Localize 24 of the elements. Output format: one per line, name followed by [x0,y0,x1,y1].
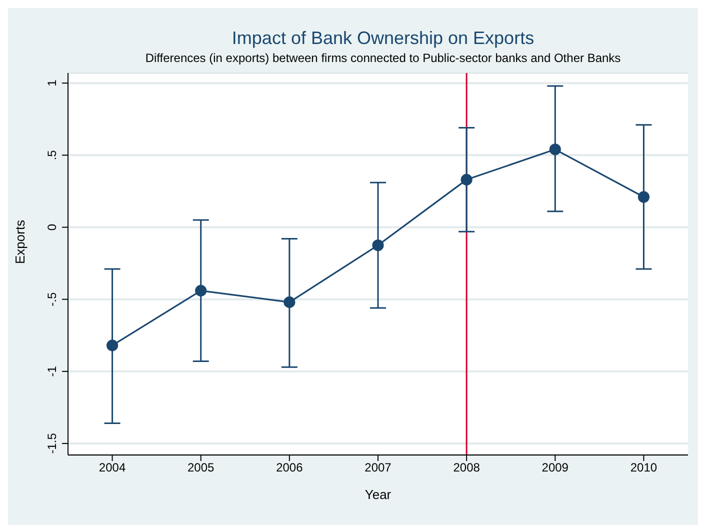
x-tick-label: 2006 [276,460,304,475]
point [372,239,384,252]
point [284,296,296,308]
x-tick-label: 2008 [453,460,480,475]
chart-title: Impact of Bank Ownership on Exports [230,28,536,49]
point [106,340,118,352]
y-tick-label: -.5 [45,292,59,306]
y-tick-label: -1 [45,366,59,377]
y-axis-title: Exports [12,219,28,264]
point [195,284,207,296]
point [638,191,650,203]
y-tick-label: -1.5 [45,432,59,454]
x-tick-label: 2004 [98,460,126,475]
y-tick-label: .5 [45,150,59,160]
x-tick-label: 2009 [542,460,569,475]
point [549,144,561,156]
y-tick-label: 0 [45,224,59,231]
x-tick-label: 2007 [364,460,392,475]
x-tick-label: 2005 [188,460,215,475]
x-tick-label: 2010 [630,460,658,475]
y-tick-label: 1 [45,79,59,86]
x-axis-title: Year [364,487,392,502]
point [460,174,472,186]
chart-subtitle: Differences (in exports) between firms connected to Public-sector banks and Other Banks [144,51,622,65]
